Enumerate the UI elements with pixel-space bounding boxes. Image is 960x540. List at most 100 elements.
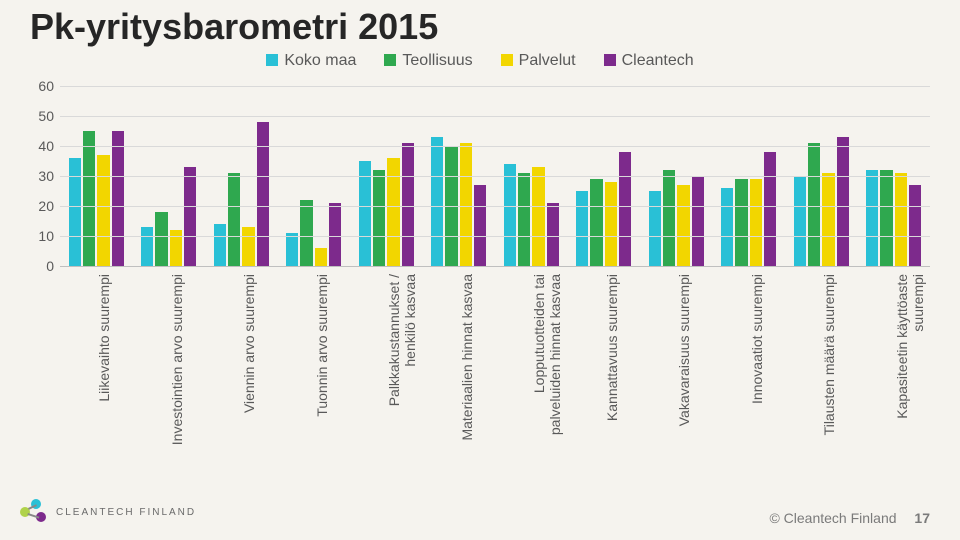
x-axis-labels: Liikevaihto suurempiInvestointien arvo s… [60,270,930,480]
chart-legend: Koko maa Teollisuus Palvelut Cleantech [0,52,960,70]
bar [460,143,472,266]
x-tick-label: Kapasiteetin käyttöaste suurempi [894,274,926,484]
x-tick-label: Kannattavuus suurempi [604,274,620,484]
bar [866,170,878,266]
bar [764,152,776,266]
bar [286,233,298,266]
grid-line [60,236,930,237]
bar [794,176,806,266]
x-tick-label: Investointien arvo suurempi [169,274,185,484]
x-tick-label: Materiaalien hinnat kasvaa [459,274,475,484]
legend-swatch [501,54,513,66]
grid-line [60,116,930,117]
bar [387,158,399,266]
legend-swatch [384,54,396,66]
bar [97,155,109,266]
bar [257,122,269,266]
bar [155,212,167,266]
bar [300,200,312,266]
x-tick: Kannattavuus suurempi [568,270,641,480]
bar [329,203,341,266]
bar [402,143,414,266]
legend-item: Cleantech [604,52,694,70]
legend-label: Palvelut [519,52,576,69]
bar [590,179,602,266]
x-tick-label: Innovaatiot suurempi [749,274,765,484]
bar [112,131,124,266]
bar [822,173,834,266]
x-tick-label: Tuonnin arvo suurempi [314,274,330,484]
x-tick: Materiaalien hinnat kasvaa [423,270,496,480]
cleantech-logo-icon [18,496,50,528]
bar-chart: 0102030405060 [60,86,930,267]
y-tick-label: 20 [26,198,54,214]
y-tick-label: 60 [26,78,54,94]
bar [692,176,704,266]
footer-right: © Cleantech Finland 17 [769,510,930,526]
bar [228,173,240,266]
y-tick-label: 0 [26,258,54,274]
x-tick: Innovaatiot suurempi [713,270,786,480]
x-tick-label: Liikevaihto suurempi [96,274,112,484]
legend-label: Teollisuus [402,52,472,69]
bar [735,179,747,266]
bar [619,152,631,266]
grid-line [60,176,930,177]
bar [605,182,617,266]
x-tick: Tuonnin arvo suurempi [278,270,351,480]
page-number: 17 [914,510,930,526]
bar [69,158,81,266]
grid-line [60,206,930,207]
copyright-text: © Cleantech Finland [769,510,896,526]
y-tick-label: 40 [26,138,54,154]
bar [141,227,153,266]
bar [532,167,544,266]
bar [214,224,226,266]
bar [909,185,921,266]
x-tick: Lopputuotteiden tai palveluiden hinnat k… [495,270,568,480]
x-tick: Palkkakustannukset / henkilö kasvaa [350,270,423,480]
page-title: Pk-yritysbarometri 2015 [30,6,438,48]
x-tick: Vakavaraisuus suurempi [640,270,713,480]
legend-label: Koko maa [284,52,356,69]
bar [83,131,95,266]
y-tick-label: 30 [26,168,54,184]
bar [880,170,892,266]
y-tick-label: 50 [26,108,54,124]
grid-line [60,146,930,147]
legend-swatch [266,54,278,66]
bar [649,191,661,266]
legend-item: Teollisuus [384,52,472,70]
bar [663,170,675,266]
legend-item: Palvelut [501,52,576,70]
logo-text: CLEANTECH FINLAND [56,507,196,518]
x-tick-label: Vakavaraisuus suurempi [676,274,692,484]
x-tick: Viennin arvo suurempi [205,270,278,480]
x-tick: Kapasiteetin käyttöaste suurempi [858,270,931,480]
bar [808,143,820,266]
legend-item: Koko maa [266,52,356,70]
bar [721,188,733,266]
bar [315,248,327,266]
bar [895,173,907,266]
bar [677,185,689,266]
bar [373,170,385,266]
x-tick: Investointien arvo suurempi [133,270,206,480]
x-tick-label: Lopputuotteiden tai palveluiden hinnat k… [531,274,563,484]
bar [547,203,559,266]
x-tick-label: Tilausten määrä suurempi [821,274,837,484]
bar [242,227,254,266]
legend-label: Cleantech [622,52,694,69]
bar [504,164,516,266]
x-tick: Liikevaihto suurempi [60,270,133,480]
bar [750,179,762,266]
grid-line [60,86,930,87]
bar [576,191,588,266]
legend-swatch [604,54,616,66]
x-tick-label: Palkkakustannukset / henkilö kasvaa [386,274,418,484]
bar [474,185,486,266]
bar [184,167,196,266]
bar [431,137,443,266]
x-tick: Tilausten määrä suurempi [785,270,858,480]
bar [518,173,530,266]
